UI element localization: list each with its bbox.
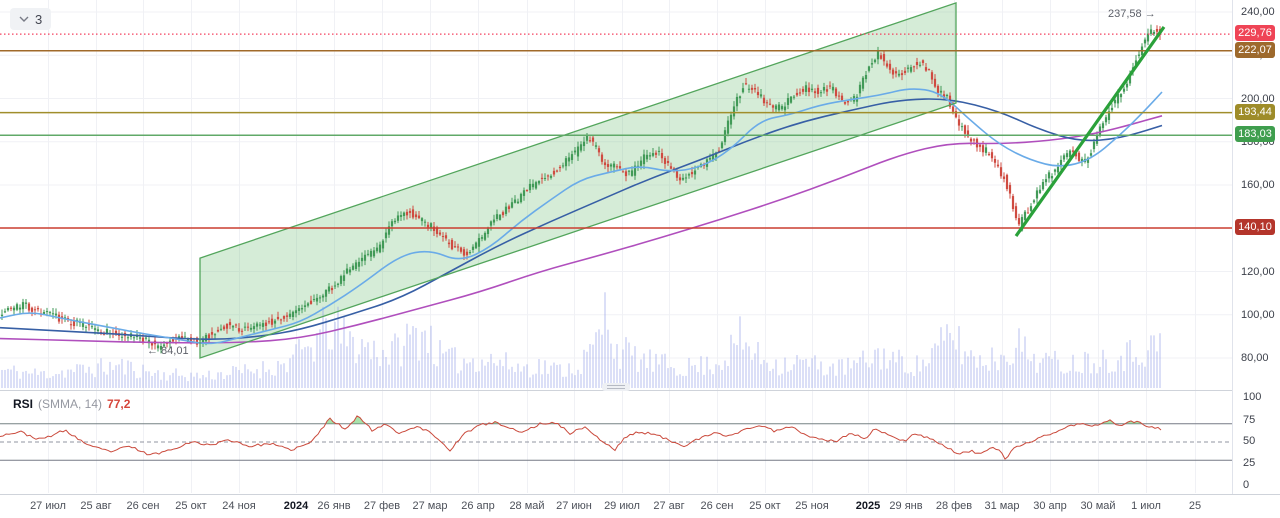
time-tick-label: 27 июл xyxy=(30,500,66,512)
time-tick-label: 30 апр xyxy=(1033,500,1067,512)
time-tick-label: 25 окт xyxy=(749,500,781,512)
rsi-title: RSI xyxy=(13,397,34,411)
rsi-indicator-legend[interactable]: RSI (SMMA, 14) 77,2 xyxy=(13,397,130,411)
price-tick-label: 200,00 xyxy=(1241,92,1275,105)
rsi-tick-label: 75 xyxy=(1243,414,1256,426)
price-level-badge: 183,03 xyxy=(1235,126,1275,143)
time-tick-label: 27 авг xyxy=(653,500,685,512)
time-tick-label: 28 фев xyxy=(935,500,973,512)
annotation-low-price: ← 84,01 xyxy=(147,345,189,357)
rsi-params: (SMMA, 14) xyxy=(38,397,103,411)
rsi-tick-label: 50 xyxy=(1243,435,1256,447)
legend-collapsed-badge[interactable]: 3 xyxy=(10,8,52,30)
price-tick-label: 80,00 xyxy=(1241,352,1269,364)
time-tick-label: 29 июл xyxy=(604,500,640,512)
time-tick-label: 24 ноя xyxy=(222,500,256,512)
price-level-badge: 140,10 xyxy=(1235,219,1275,236)
annotation-high-price: 237,58 → xyxy=(1108,8,1156,20)
time-tick-label: 25 xyxy=(1188,500,1202,512)
rsi-tick-label: 100 xyxy=(1243,391,1262,403)
time-tick-label: 26 апр xyxy=(461,500,495,512)
chevron-down-icon xyxy=(19,16,29,22)
price-level-badge: 193,44 xyxy=(1235,103,1275,120)
time-tick-label: 25 окт xyxy=(175,500,207,512)
time-tick-label: 2025 xyxy=(855,500,881,512)
time-tick-label: 25 авг xyxy=(80,500,112,512)
time-tick-label: 30 май xyxy=(1080,500,1116,512)
price-level-badge: 222,07 xyxy=(1235,41,1275,58)
time-tick-label: 26 сен xyxy=(700,500,734,512)
price-tick-label: 100,00 xyxy=(1241,308,1275,321)
time-tick-label: 1 июл xyxy=(1131,500,1161,512)
time-axis[interactable]: 27 июл 25 авг 26 сен 25 окт 24 ноя 2024 26 янв… xyxy=(0,494,1280,518)
price-tick-label: 240,00 xyxy=(1241,6,1275,18)
time-tick-label: 31 мар xyxy=(984,500,1020,512)
time-tick-label: 28 май xyxy=(509,500,545,512)
time-tick-label: 27 фев xyxy=(363,500,401,512)
time-tick-label: 26 сен xyxy=(126,500,160,512)
time-tick-label: 29 янв xyxy=(889,500,923,512)
time-tick-label: 25 ноя xyxy=(795,500,829,512)
price-level-badge: 229,76 xyxy=(1235,25,1275,42)
rsi-tick-label: 0 xyxy=(1243,479,1250,491)
legend-count: 3 xyxy=(35,11,43,27)
price-tick-label: 160,00 xyxy=(1241,179,1275,191)
rsi-tick-label: 25 xyxy=(1243,457,1256,469)
price-axis[interactable]: 240,00220,00200,00180,00160,00140,00120,… xyxy=(1232,0,1280,494)
price-tick-label: 120,00 xyxy=(1241,265,1275,278)
rsi-value: 77,2 xyxy=(107,397,131,411)
time-tick-label: 27 мар xyxy=(412,500,448,512)
time-tick-label: 2024 xyxy=(283,500,309,512)
pane-resize-handle[interactable] xyxy=(602,383,630,391)
time-tick-label: 26 янв xyxy=(317,500,351,512)
time-tick-label: 27 июн xyxy=(556,500,592,512)
